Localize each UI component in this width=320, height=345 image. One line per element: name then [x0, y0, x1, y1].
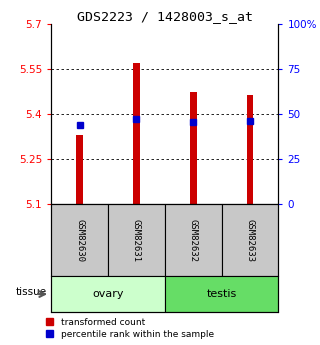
Bar: [133, 62, 140, 204]
Bar: [51, 276, 165, 312]
Bar: [247, 95, 253, 204]
Bar: [190, 92, 196, 204]
Bar: [221, 204, 278, 276]
Text: testis: testis: [206, 289, 237, 299]
Text: ovary: ovary: [92, 289, 124, 299]
Text: GSM82630: GSM82630: [75, 219, 84, 262]
Bar: [165, 204, 222, 276]
Text: GSM82633: GSM82633: [245, 219, 254, 262]
Bar: [108, 204, 165, 276]
Text: tissue: tissue: [16, 287, 47, 297]
Title: GDS2223 / 1428003_s_at: GDS2223 / 1428003_s_at: [77, 10, 253, 23]
Bar: [165, 276, 278, 312]
Bar: [76, 135, 83, 204]
Bar: [51, 204, 108, 276]
Text: GSM82632: GSM82632: [189, 219, 198, 262]
Legend: transformed count, percentile rank within the sample: transformed count, percentile rank withi…: [46, 318, 214, 339]
Text: GSM82631: GSM82631: [132, 219, 141, 262]
